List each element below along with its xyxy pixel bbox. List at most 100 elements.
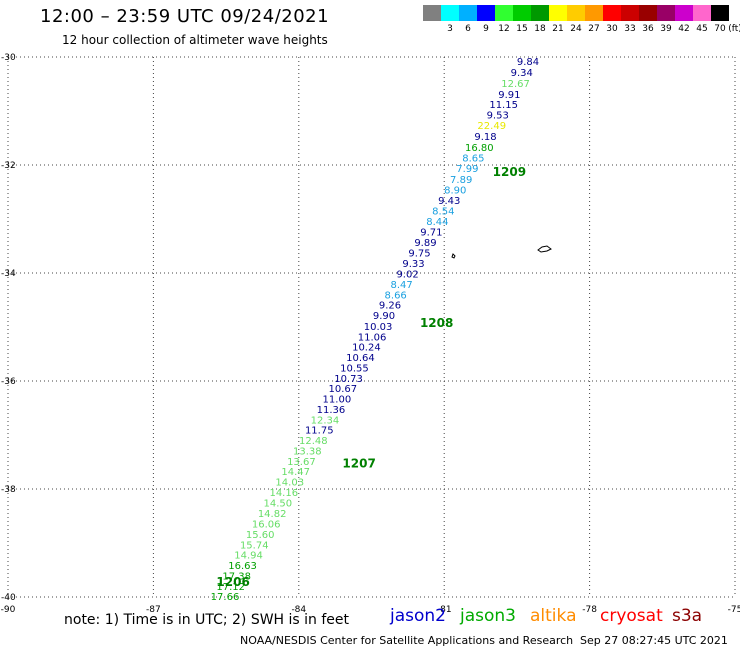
wave-height-label: 12.67 bbox=[501, 79, 530, 90]
wave-height-label: 9.34 bbox=[511, 68, 533, 79]
legend-swatch bbox=[711, 5, 729, 21]
legend-swatch bbox=[585, 5, 603, 21]
wave-height-label: 16.06 bbox=[252, 519, 281, 530]
lat-tick-label: -36 bbox=[1, 377, 16, 387]
lon-tick-label: -90 bbox=[1, 605, 16, 615]
pass-number-label: 1208 bbox=[420, 316, 453, 330]
wave-height-label: 13.38 bbox=[293, 447, 322, 458]
legend-swatch bbox=[495, 5, 513, 21]
wave-height-label: 14.94 bbox=[234, 550, 263, 561]
legend-label: 15 bbox=[516, 24, 528, 34]
legend-swatch bbox=[513, 5, 531, 21]
lat-tick-label: -40 bbox=[1, 593, 16, 603]
wave-height-label: 9.26 bbox=[379, 301, 401, 312]
wave-height-label: 11.06 bbox=[358, 332, 387, 343]
pass-number-label: 1207 bbox=[342, 456, 375, 470]
lon-tick-label: -87 bbox=[146, 605, 161, 615]
legend-unit: (ft) bbox=[728, 24, 740, 34]
wave-height-label: 14.47 bbox=[281, 467, 310, 478]
wave-height-label: 16.80 bbox=[465, 143, 494, 154]
legend-label: 42 bbox=[678, 24, 690, 34]
lat-tick-label: -32 bbox=[1, 161, 16, 171]
legend-label: 9 bbox=[483, 24, 489, 34]
wave-height-label: 15.60 bbox=[246, 530, 275, 541]
wave-height-label: 8.65 bbox=[462, 153, 484, 164]
legend-label: 6 bbox=[465, 24, 471, 34]
wave-height-label: 9.53 bbox=[487, 111, 509, 122]
mission-altika: altika bbox=[530, 606, 577, 626]
lat-tick-label: -30 bbox=[1, 53, 16, 63]
pass-number-label: 1209 bbox=[493, 165, 526, 179]
footer-timestamp: Sep 27 08:27:45 UTC 2021 bbox=[580, 634, 728, 647]
wave-height-label: 9.89 bbox=[414, 238, 436, 249]
wave-height-label: 14.16 bbox=[269, 488, 298, 499]
wave-height-label: 10.03 bbox=[364, 322, 393, 333]
legend-label: 27 bbox=[588, 24, 600, 34]
legend-swatch bbox=[639, 5, 657, 21]
legend-swatch bbox=[423, 5, 441, 21]
wave-height-label: 8.66 bbox=[385, 291, 407, 302]
legend-label: 39 bbox=[660, 24, 672, 34]
lon-tick-label: -84 bbox=[291, 605, 306, 615]
wave-height-label: 8.54 bbox=[432, 207, 454, 218]
wave-height-label: 10.67 bbox=[329, 384, 358, 395]
legend-swatch bbox=[567, 5, 585, 21]
legend-swatch bbox=[675, 5, 693, 21]
legend-swatch bbox=[603, 5, 621, 21]
map-subtitle: 12 hour collection of altimeter wave hei… bbox=[62, 33, 328, 47]
legend-label: 70 bbox=[714, 24, 726, 34]
legend-label: 36 bbox=[642, 24, 654, 34]
legend-label: 33 bbox=[624, 24, 636, 34]
pass-number-label: 1206 bbox=[216, 575, 249, 589]
wave-height-label: 8.44 bbox=[426, 217, 448, 228]
island-outline bbox=[537, 245, 552, 253]
map-title: 12:00 – 23:59 UTC 09/24/2021 bbox=[40, 6, 330, 27]
wave-height-label: 17.12 bbox=[216, 582, 245, 593]
lon-tick-label: -81 bbox=[437, 605, 452, 615]
wave-height-label: 10.64 bbox=[346, 353, 375, 364]
wave-height-label: 9.75 bbox=[408, 249, 430, 260]
wave-height-label: 11.36 bbox=[317, 405, 346, 416]
wave-height-label: 10.55 bbox=[340, 363, 369, 374]
legend-swatch bbox=[531, 5, 549, 21]
wave-height-label: 14.50 bbox=[264, 499, 293, 510]
legend-label: 18 bbox=[534, 24, 546, 34]
lon-tick-label: -75 bbox=[728, 605, 740, 615]
wave-height-label: 9.43 bbox=[438, 196, 460, 207]
mission-jason3: jason3 bbox=[460, 606, 516, 626]
legend-label: 24 bbox=[570, 24, 582, 34]
wave-height-label: 15.74 bbox=[240, 540, 269, 551]
lat-tick-label: -34 bbox=[1, 269, 16, 279]
legend-swatch bbox=[621, 5, 639, 21]
wave-height-label: 9.02 bbox=[396, 270, 418, 281]
wave-height-label: 8.90 bbox=[444, 185, 466, 196]
legend-swatch bbox=[657, 5, 675, 21]
wave-height-label: 9.90 bbox=[373, 311, 395, 322]
wave-height-label: 8.47 bbox=[390, 280, 412, 291]
wave-height-label: 14.03 bbox=[275, 478, 304, 489]
wave-height-label: 9.91 bbox=[498, 90, 520, 101]
mission-cryosat: cryosat bbox=[600, 606, 663, 626]
wave-height-label: 12.34 bbox=[311, 415, 340, 426]
legend-swatch bbox=[549, 5, 567, 21]
wave-height-label: 16.63 bbox=[228, 561, 257, 572]
wave-height-label: 22.49 bbox=[477, 121, 506, 132]
wave-height-label: 11.15 bbox=[489, 100, 518, 111]
footer-credit: NOAA/NESDIS Center for Satellite Applica… bbox=[240, 634, 574, 647]
wave-height-label: 7.89 bbox=[450, 175, 472, 186]
wave-height-label: 9.71 bbox=[420, 228, 442, 239]
wave-height-label: 9.18 bbox=[474, 132, 496, 143]
island-outline bbox=[451, 253, 456, 259]
legend-label: 45 bbox=[696, 24, 708, 34]
wave-height-label: 10.24 bbox=[352, 342, 381, 353]
wave-height-label: 17.38 bbox=[222, 571, 251, 582]
wave-height-label: 13.67 bbox=[287, 457, 316, 468]
wave-height-label: 7.99 bbox=[456, 164, 478, 175]
wave-height-label: 14.82 bbox=[258, 509, 287, 520]
legend-label: 30 bbox=[606, 24, 618, 34]
legend-label: 3 bbox=[447, 24, 453, 34]
wave-height-label: 10.73 bbox=[334, 374, 363, 385]
mission-s3a: s3a bbox=[672, 606, 703, 626]
wave-height-label: 12.48 bbox=[299, 436, 328, 447]
